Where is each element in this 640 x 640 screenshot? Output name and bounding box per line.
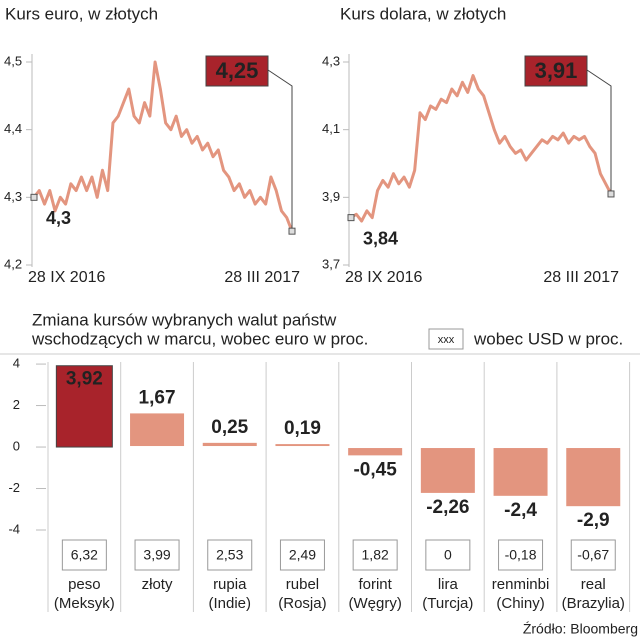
source: Źródło: Bloomberg	[523, 621, 638, 637]
y-tick-label: 4,3	[4, 189, 22, 204]
y-tick-label: 3,7	[322, 256, 340, 271]
legend-label: wobec USD w proc.	[473, 329, 623, 348]
usd-label: 6,32	[71, 547, 98, 563]
y-tick-label: 4,3	[322, 53, 340, 68]
x-tick-label: 28 III 2017	[543, 269, 619, 286]
point-marker	[288, 227, 296, 235]
chart-title: wschodzących w marcu, wobec euro w proc.	[31, 329, 368, 348]
value-label: 0,19	[284, 418, 321, 439]
usd-box	[425, 539, 471, 571]
y-tick-label: 4	[13, 356, 20, 371]
usd-box	[279, 539, 325, 571]
bar	[564, 446, 623, 509]
usd-box	[352, 539, 398, 571]
usd-label: 2,53	[216, 547, 243, 563]
bar	[200, 440, 259, 449]
chart-title: Kurs euro, w złotych	[5, 4, 158, 23]
usd-label: -0,67	[577, 547, 609, 563]
value-label: 4,25	[216, 58, 259, 83]
category-note: (Węgry)	[348, 595, 401, 612]
category-note: (Indie)	[208, 595, 251, 612]
chart-title: Zmiana kursów wybranych walut państw	[32, 310, 337, 329]
point-marker	[607, 190, 615, 198]
usd-label: 3,99	[143, 547, 170, 563]
value-label: 3,92	[66, 369, 103, 390]
leader-line	[586, 69, 612, 191]
value-label: 0,25	[211, 417, 248, 438]
category-label: rupia	[213, 576, 247, 593]
leader-line	[267, 69, 293, 229]
category-label: peso	[68, 576, 101, 593]
category-note: (Chiny)	[496, 595, 544, 612]
value-label: -2,4	[504, 500, 537, 521]
value-label: -2,9	[577, 510, 610, 531]
y-tick-label: 4,5	[4, 53, 22, 68]
category-label: real	[581, 576, 606, 593]
bar	[418, 446, 477, 495]
category-label: lira	[438, 576, 459, 593]
point-marker	[30, 193, 38, 201]
bar	[273, 442, 332, 449]
line	[32, 60, 294, 232]
y-tick-label: -4	[8, 521, 20, 536]
y-tick-label: -2	[8, 480, 20, 495]
value-label: 1,67	[139, 387, 176, 408]
y-tick-label: 3,9	[322, 189, 340, 204]
bar	[491, 446, 550, 498]
category-label: renminbi	[492, 576, 550, 593]
bar	[128, 411, 187, 449]
value-label: 3,91	[535, 58, 578, 83]
point-marker	[347, 214, 355, 222]
category-note: (Turcja)	[422, 595, 473, 612]
y-tick-label: 4,1	[322, 121, 340, 136]
bar	[55, 365, 113, 448]
usd-label: 2,49	[289, 547, 316, 563]
category-note: (Meksyk)	[54, 595, 115, 612]
category-label: rubel	[286, 576, 319, 593]
bar	[346, 446, 405, 458]
value-label: 3,84	[363, 228, 398, 248]
x-tick-label: 28 III 2017	[224, 269, 300, 286]
y-tick-label: 4,4	[4, 121, 22, 136]
usd-box	[570, 539, 616, 571]
category-label: złoty	[142, 576, 173, 593]
usd-label: 1,82	[362, 547, 389, 563]
chart-title: Kurs dolara, w złotych	[340, 4, 506, 23]
category-note: (Rosja)	[278, 595, 326, 612]
usd-box	[498, 539, 544, 571]
usd-label: 0	[444, 547, 452, 563]
y-tick-label: 4,2	[4, 256, 22, 271]
value-label: 4,3	[46, 208, 71, 228]
usd-box	[207, 539, 253, 571]
y-tick-label: 2	[13, 397, 20, 412]
y-tick-label: 0	[13, 438, 20, 453]
usd-label: -0,18	[505, 547, 537, 563]
value-label: -2,26	[426, 497, 469, 518]
category-note: (Brazylia)	[562, 595, 625, 612]
highlight-box	[524, 55, 588, 87]
x-tick-label: 28 IX 2016	[345, 269, 423, 286]
line	[350, 74, 613, 223]
category-label: forint	[358, 576, 392, 593]
legend-swatch	[428, 328, 464, 350]
usd-box	[134, 539, 180, 571]
legend-sample: xxx	[438, 334, 455, 346]
usd-box	[61, 539, 107, 571]
highlight-box	[205, 55, 269, 87]
value-label: -0,45	[353, 459, 397, 480]
x-tick-label: 28 IX 2016	[28, 269, 106, 286]
